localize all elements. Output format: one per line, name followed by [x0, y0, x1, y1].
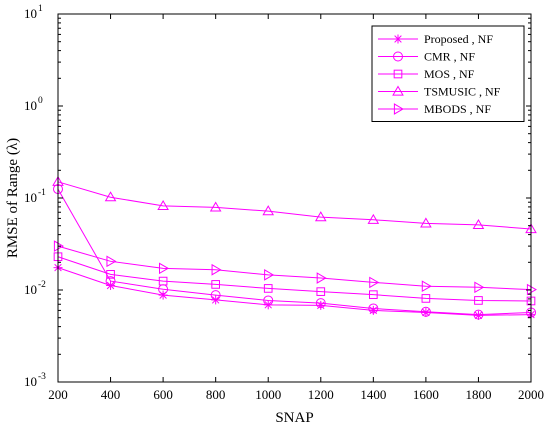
series-3-point-2: [106, 270, 115, 279]
series-3-point-7: [369, 290, 378, 299]
series-4-point-5: [262, 205, 275, 216]
series-line-4: [57, 181, 532, 230]
x-tick-label-7: 1400: [360, 387, 386, 402]
series-2-point-4: [210, 290, 221, 301]
y-tick-label-3: 10: [24, 190, 37, 205]
series-line-2: [57, 188, 532, 316]
series-line-3: [57, 256, 532, 302]
x-tick-label-8: 1600: [413, 387, 439, 402]
series-5-point-9: [474, 281, 485, 294]
x-tick-label-5: 1000: [255, 387, 281, 402]
x-tick-label-9: 1800: [465, 387, 491, 402]
series-1-point-8: [421, 307, 431, 317]
y-tick-label-2: 10: [24, 282, 37, 297]
series-line-1: [57, 267, 532, 316]
x-axis-title: SNAP: [275, 410, 313, 426]
x-tick-label-4: 800: [206, 387, 226, 402]
series-3-point-4: [211, 280, 220, 289]
y-axis-title: RMSE of Range (λ): [5, 138, 21, 258]
x-tick-label-6: 1200: [308, 387, 334, 402]
series-2-point-2: [105, 276, 116, 287]
series-2-point-6: [315, 298, 326, 309]
legend-label-3: MOS , NF: [424, 67, 475, 81]
series-4-point-9: [472, 218, 485, 230]
series-5-point-3: [159, 262, 170, 275]
series-5-point-6: [316, 272, 327, 284]
ticks-layer: [57, 13, 532, 383]
series-4-point-2: [104, 191, 117, 202]
series-layer: [52, 175, 537, 320]
series-5-point-7: [369, 276, 380, 289]
x-tick-label-3: 600: [153, 387, 173, 402]
x-tick-label-1: 200: [48, 387, 68, 402]
series-1-point-3: [158, 290, 168, 300]
series-3-point-8: [421, 294, 431, 303]
series-3-point-6: [316, 287, 326, 296]
legend-marker-3: [393, 69, 403, 79]
series-2-point-8: [420, 306, 431, 317]
y-tick-label-1: 10: [24, 374, 37, 389]
series-2-point-5: [263, 295, 274, 306]
y-tick-exponent-2: -2: [38, 280, 46, 290]
y-tick-exponent-3: -1: [38, 188, 46, 198]
legend-label-2: CMR , NF: [424, 50, 475, 64]
x-tick-label-10: 2000: [518, 387, 544, 402]
series-4-point-8: [420, 217, 432, 228]
series-4-point-4: [209, 201, 222, 212]
series-5-point-2: [106, 255, 117, 268]
series-5-point-1: [53, 240, 64, 252]
series-3-point-3: [158, 276, 168, 286]
legend-label-4: TSMUSIC , NF: [424, 85, 501, 99]
legend-marker-4: [392, 85, 404, 96]
y-tick-exponent-4: 0: [38, 96, 43, 106]
legend-label-5: MBODS , NF: [424, 102, 491, 116]
series-2-point-7: [368, 303, 379, 314]
x-tick-label-2: 400: [101, 387, 121, 402]
series-1-point-6: [316, 300, 326, 310]
legend-marker-1: [393, 34, 403, 44]
series-1-point-7: [368, 305, 378, 315]
series-4-point-6: [314, 211, 327, 222]
y-tick-label-4: 10: [24, 98, 37, 113]
y-tick-exponent-1: -3: [38, 372, 46, 382]
series-4-point-3: [157, 199, 169, 211]
series-4-point-7: [367, 213, 380, 224]
series-2-point-9: [473, 309, 484, 320]
series-3-point-9: [474, 296, 483, 305]
series-line-5: [57, 245, 532, 291]
legend-label-1: Proposed , NF: [424, 32, 493, 46]
series-5-point-5: [264, 269, 275, 281]
series-5-point-8: [421, 280, 432, 293]
legend-marker-5: [393, 103, 404, 115]
y-tick-label-5: 10: [24, 6, 37, 21]
y-tick-exponent-5: 1: [38, 4, 43, 14]
series-1-point-9: [473, 310, 483, 320]
legend: Proposed , NF CMR , NF MOS , NF TSMUSIC , N…: [371, 25, 525, 122]
series-5-point-4: [211, 263, 222, 276]
series-3-point-5: [263, 284, 273, 293]
legend-marker-2: [393, 51, 403, 62]
